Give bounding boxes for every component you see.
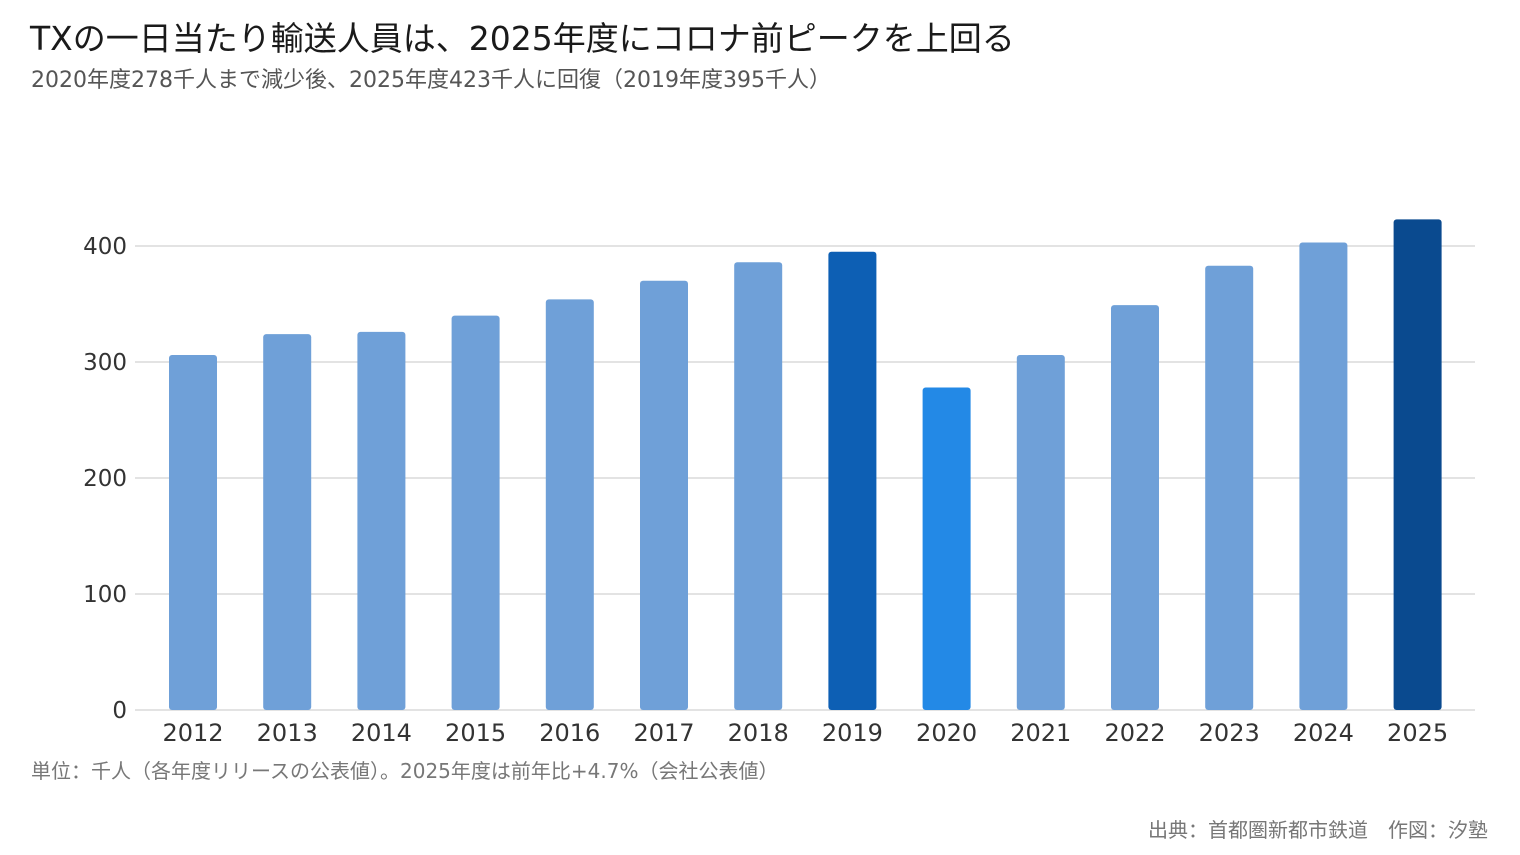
x-tick-label: 2014 [351,719,412,747]
x-tick-label: 2017 [633,719,694,747]
bar-2019 [828,251,877,711]
bar-2025 [1393,219,1442,710]
x-tick-label: 2013 [257,719,318,747]
chart-title: TXの一日当たり輸送人員は、2025年度にコロナ前ピークを上回る [30,19,1015,58]
x-tick-label: 2012 [162,719,223,747]
x-tick-label: 2015 [445,719,506,747]
x-tick-label: 2018 [728,719,789,747]
bar-2015 [451,315,500,710]
bar-2023 [1205,265,1254,710]
bar-2018 [734,262,783,710]
bar-2012 [169,355,217,710]
source-credit: 出典：首都圏新都市鉄道 作図：汐塾 [1148,818,1488,842]
bar-2014 [357,331,406,710]
y-tick-label: 400 [83,234,127,260]
x-tick-label: 2025 [1387,719,1448,747]
y-tick-label: 100 [83,582,127,608]
bar-2024 [1299,242,1348,710]
x-tick-label: 2021 [1010,719,1071,747]
bar-2013 [263,334,312,710]
x-tick-label: 2016 [539,719,600,747]
x-tick-label: 2024 [1293,719,1354,747]
x-tick-label: 2022 [1104,719,1165,747]
bar-2017 [640,280,688,710]
bar-2020 [922,387,971,710]
x-tick-label: 2019 [822,719,883,747]
y-tick-label: 300 [83,350,127,376]
y-tick-label: 0 [112,698,127,724]
chart-subtitle: 2020年度278千人まで減少後、2025年度423千人に回復（2019年度39… [31,68,831,93]
bar-2021 [1016,355,1065,710]
x-tick-label: 2020 [916,719,977,747]
unit-note: 単位：千人（各年度リリースの公表値）。2025年度は前年比+4.7%（会社公表値… [31,759,779,783]
bar-2016 [545,299,594,710]
bar-2022 [1111,305,1159,710]
y-tick-label: 200 [83,466,127,492]
x-tick-label: 2023 [1199,719,1260,747]
